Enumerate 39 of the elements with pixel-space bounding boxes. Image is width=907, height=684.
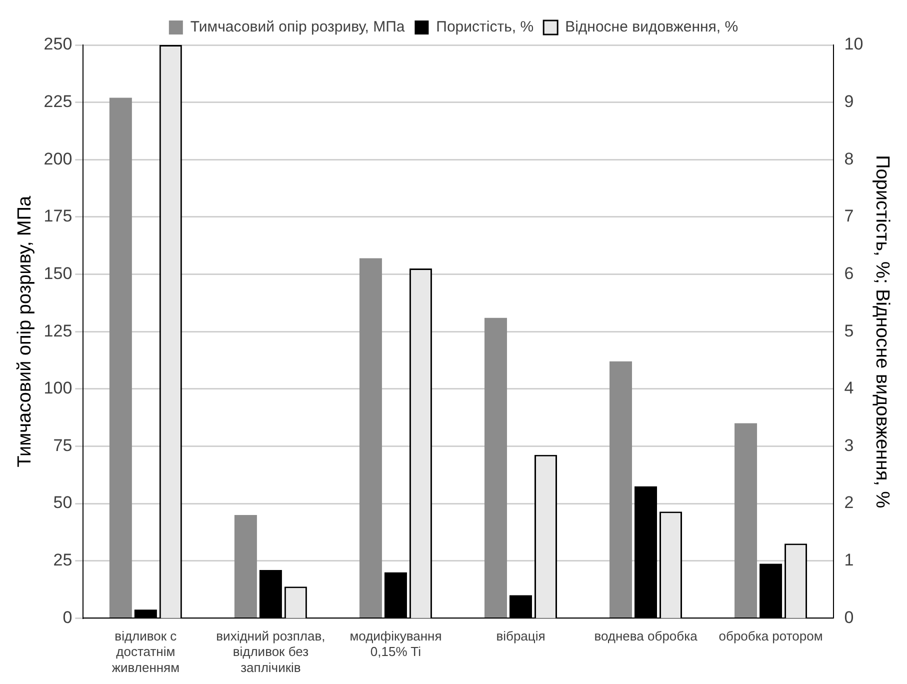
legend-label: Тимчасовий опір розриву, МПа (190, 18, 406, 36)
x-tick-label: модифікування 0,15% Ti (350, 628, 442, 660)
x-tick-label: воднева обробка (594, 628, 698, 644)
y2-tick-label: 1 (844, 550, 854, 570)
y-tick-label: 225 (44, 92, 72, 112)
x-tick-label: вихідний розплав, відливок без заплічиків (216, 628, 326, 675)
legend-label: Відносне видовження, % (565, 18, 738, 36)
x-tick-label: обробка ротором (718, 628, 823, 644)
y2-tick-label: 2 (844, 493, 854, 512)
y-tick-label: 0 (62, 608, 72, 627)
y2-axis-title: Пористість, %; Відносне видовження, % (871, 155, 892, 508)
y-tick-label: 25 (53, 550, 72, 570)
y-tick-label: 100 (44, 378, 72, 398)
y2-tick-label: 3 (844, 436, 854, 455)
y2-tick-label: 0 (844, 608, 854, 627)
y-tick-label: 175 (44, 206, 72, 226)
x-tick-label: вібрація (496, 628, 546, 644)
y2-tick-label: 5 (844, 321, 854, 340)
bar (484, 318, 507, 618)
y2-tick-label: 7 (844, 206, 854, 226)
y2-tick-label: 8 (844, 149, 854, 168)
bar (109, 98, 132, 618)
y2-tick-label: 10 (844, 34, 864, 54)
y-tick-label: 125 (44, 321, 72, 340)
y2-tick-label: 4 (844, 378, 854, 398)
bar (359, 258, 382, 618)
legend-label: Пористість, % (436, 18, 534, 36)
bar (610, 361, 632, 618)
y-axis-title: Тимчасовий опір розриву, МПа (14, 195, 36, 468)
y-tick-label: 200 (44, 149, 72, 168)
bar (234, 515, 257, 618)
bar (734, 423, 758, 618)
y-tick-label: 75 (53, 436, 72, 455)
y2-tick-label: 6 (844, 264, 854, 283)
x-tick-label: відливок с достатнім живленням (112, 628, 180, 675)
y-tick-label: 150 (44, 264, 72, 283)
y-tick-label: 250 (44, 34, 72, 54)
y-tick-label: 50 (53, 493, 72, 512)
y2-tick-label: 9 (844, 92, 854, 112)
